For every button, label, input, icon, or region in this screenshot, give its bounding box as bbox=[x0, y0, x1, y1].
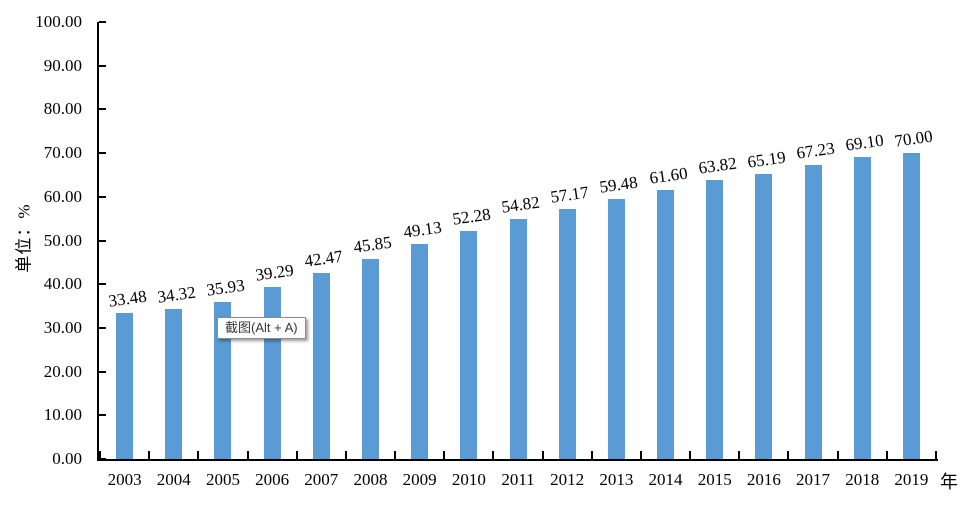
x-category-label: 2017 bbox=[796, 470, 831, 489]
x-category-label: 2013 bbox=[599, 470, 634, 489]
x-tick-mark bbox=[344, 451, 347, 459]
bar-2004 bbox=[165, 309, 183, 459]
bar-value-label: 54.82 bbox=[500, 192, 541, 218]
bar-value-label: 63.82 bbox=[696, 153, 738, 178]
y-tick-label: 30.00 bbox=[43, 317, 82, 337]
bar-value-label: 33.48 bbox=[106, 286, 148, 311]
bar-value-label: 59.48 bbox=[598, 172, 640, 197]
bar-2006 bbox=[263, 287, 281, 459]
x-tick-mark bbox=[443, 451, 446, 459]
y-tick-label: 20.00 bbox=[43, 361, 82, 381]
x-category-label: 2003 bbox=[107, 470, 142, 489]
screenshot-hint-tooltip: 截图(Alt + A) bbox=[217, 317, 306, 339]
y-tick-label: 100.00 bbox=[35, 12, 82, 31]
y-tick-label: 80.00 bbox=[43, 99, 82, 119]
x-category-label: 2004 bbox=[156, 470, 191, 489]
y-tick-mark bbox=[99, 152, 106, 155]
y-tick-label: 50.00 bbox=[43, 230, 82, 250]
x-category-label: 2010 bbox=[451, 470, 486, 489]
x-category-label: 2007 bbox=[304, 470, 339, 489]
x-tick-mark bbox=[689, 451, 692, 459]
y-tick-label: 60.00 bbox=[43, 186, 82, 206]
y-tick-label: 90.00 bbox=[43, 55, 82, 75]
y-axis-line bbox=[97, 22, 99, 461]
bar-2014 bbox=[657, 189, 675, 459]
y-tick-label: 40.00 bbox=[43, 274, 82, 294]
x-category-label: 2009 bbox=[402, 470, 437, 489]
bar-value-label: 61.60 bbox=[647, 163, 689, 188]
x-tick-mark bbox=[836, 451, 839, 459]
x-tick-mark bbox=[738, 451, 741, 459]
y-tick-mark bbox=[99, 195, 106, 198]
bar-value-label: 35.93 bbox=[205, 275, 246, 300]
x-tick-mark bbox=[935, 451, 937, 459]
bar-2010 bbox=[460, 230, 478, 459]
bar-value-label: 52.28 bbox=[451, 204, 492, 229]
x-axis-title: 年 bbox=[940, 472, 958, 492]
y-tick-label: 70.00 bbox=[43, 143, 82, 163]
x-tick-mark bbox=[197, 451, 200, 459]
x-tick-mark bbox=[885, 451, 888, 459]
y-tick-mark bbox=[99, 370, 106, 373]
y-tick-mark bbox=[99, 414, 106, 417]
bar-2011 bbox=[509, 219, 527, 459]
x-tick-mark bbox=[541, 451, 544, 459]
y-tick-label: 0.00 bbox=[52, 449, 82, 468]
x-category-label: 2011 bbox=[501, 470, 535, 489]
bar-value-label: 42.47 bbox=[303, 246, 345, 272]
bar-2017 bbox=[804, 165, 822, 459]
y-tick-mark bbox=[99, 283, 106, 286]
x-axis-line bbox=[97, 459, 938, 461]
x-category-label: 2006 bbox=[255, 470, 290, 489]
y-tick-mark bbox=[99, 108, 106, 111]
bar-value-label: 69.10 bbox=[844, 130, 886, 155]
y-tick-mark bbox=[99, 64, 106, 67]
bar-2009 bbox=[411, 244, 429, 459]
x-tick-mark bbox=[639, 451, 642, 459]
bar-2007 bbox=[312, 273, 330, 459]
bar-value-label: 39.29 bbox=[254, 260, 295, 285]
x-tick-mark bbox=[148, 451, 151, 459]
x-tick-mark bbox=[295, 451, 298, 459]
bar-value-label: 49.13 bbox=[401, 217, 443, 242]
bar-value-label: 57.17 bbox=[549, 182, 590, 207]
bar-2003 bbox=[116, 312, 134, 459]
bar-2015 bbox=[706, 180, 724, 459]
bar-value-label: 70.00 bbox=[893, 126, 935, 151]
x-category-label: 2018 bbox=[845, 470, 880, 489]
x-tick-mark bbox=[246, 451, 249, 459]
x-tick-mark bbox=[787, 451, 790, 459]
bar-2005 bbox=[214, 301, 232, 459]
bar-value-label: 34.32 bbox=[156, 282, 197, 307]
x-category-label: 2019 bbox=[894, 470, 929, 489]
bar-value-label: 65.19 bbox=[746, 147, 787, 172]
bar-2013 bbox=[607, 199, 625, 459]
x-category-label: 2005 bbox=[205, 470, 240, 489]
bar-2018 bbox=[853, 157, 871, 459]
x-category-label: 2015 bbox=[697, 470, 732, 489]
y-tick-mark bbox=[99, 21, 106, 23]
x-tick-mark bbox=[99, 451, 101, 459]
y-tick-mark bbox=[99, 326, 106, 329]
y-tick-label: 10.00 bbox=[43, 405, 82, 425]
x-tick-mark bbox=[394, 451, 397, 459]
screenshot-hint-tooltip-label: 截图(Alt + A) bbox=[225, 320, 298, 335]
bar-value-label: 45.85 bbox=[352, 232, 394, 257]
bar-2016 bbox=[755, 174, 773, 459]
x-category-label: 2016 bbox=[746, 470, 781, 489]
y-tick-mark bbox=[99, 239, 106, 242]
bar-2008 bbox=[361, 258, 379, 459]
x-tick-mark bbox=[492, 451, 495, 459]
bar-value-label: 67.23 bbox=[795, 138, 836, 163]
x-category-label: 2008 bbox=[353, 470, 388, 489]
x-category-label: 2012 bbox=[550, 470, 585, 489]
bar-2019 bbox=[902, 153, 920, 459]
x-category-label: 2014 bbox=[648, 470, 683, 489]
x-tick-mark bbox=[590, 451, 593, 459]
bar-2012 bbox=[558, 209, 576, 459]
